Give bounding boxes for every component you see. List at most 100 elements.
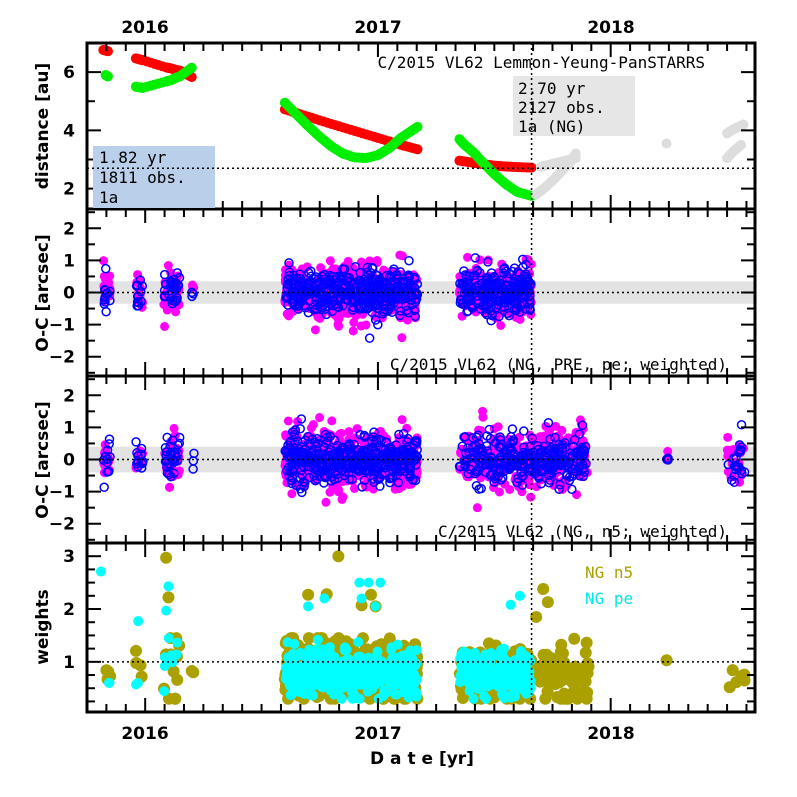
residual-point-open	[366, 436, 377, 446]
weight-point	[520, 685, 531, 696]
weight-point	[304, 682, 315, 693]
weight-point	[283, 652, 294, 663]
weight-point	[104, 677, 115, 688]
residual-point-open	[326, 476, 337, 486]
residual-point-open	[379, 307, 389, 317]
residual-point-open	[574, 429, 585, 439]
residual-point-open	[515, 276, 526, 286]
weight-point	[159, 652, 170, 663]
residual-point-filled	[663, 446, 673, 456]
weight-point	[364, 588, 377, 601]
residual-point-open	[395, 310, 405, 321]
weight-point	[368, 662, 379, 673]
residual-point-open	[320, 429, 331, 440]
weight-point	[161, 605, 172, 616]
residual-point-open	[455, 298, 466, 308]
weight-point	[302, 588, 315, 601]
residual-point-open	[459, 266, 469, 276]
residual-point-open	[560, 437, 570, 448]
weight-point	[541, 596, 554, 609]
residual-point-open	[491, 275, 501, 286]
residual-point-open	[518, 262, 528, 272]
residual-point-open	[367, 442, 378, 453]
residual-point-filled	[551, 421, 561, 431]
weight-point	[540, 648, 553, 661]
residual-point-open	[374, 277, 384, 288]
residual-point-open	[577, 420, 588, 431]
residual-point-open	[337, 442, 348, 453]
residual-point-open	[404, 271, 414, 282]
residual-point-open	[409, 305, 419, 316]
residual-point-open	[467, 301, 478, 312]
residual-point-open	[358, 464, 368, 475]
residual-point-open	[311, 287, 321, 297]
residual-point-open	[411, 435, 422, 446]
residual-point-open	[284, 471, 295, 482]
residual-point-open	[550, 432, 560, 443]
residual-point-open	[355, 276, 366, 286]
weight-point	[539, 692, 552, 705]
residual-point-open	[284, 466, 295, 477]
residual-point-open	[296, 414, 307, 424]
residual-point-open	[507, 266, 518, 277]
residual-point-open	[308, 455, 318, 466]
residual-point-open	[578, 460, 588, 470]
distance-point	[412, 121, 423, 132]
residual-point-filled	[170, 430, 180, 440]
weight-point	[455, 677, 466, 688]
residual-point-open	[483, 257, 493, 267]
residual-point-open	[517, 480, 528, 490]
residual-point-open	[364, 333, 375, 343]
weight-point	[160, 551, 173, 564]
residual-point-open	[290, 425, 301, 435]
weight-point	[516, 646, 527, 657]
residual-point-open	[291, 480, 301, 491]
residual-point-open	[525, 305, 535, 315]
residual-point-open	[365, 294, 376, 304]
residual-point-open	[567, 484, 577, 495]
residual-point-open	[350, 262, 361, 272]
residual-point-open	[394, 429, 404, 440]
residual-point-filled	[404, 479, 414, 489]
residual-point-filled	[327, 416, 337, 426]
residual-point-filled	[165, 482, 175, 492]
weight-point	[353, 637, 364, 648]
weight-point	[723, 681, 736, 694]
residual-point-open	[545, 434, 555, 444]
weight-point	[508, 657, 519, 668]
residual-point-open	[166, 293, 176, 304]
residual-point-open	[569, 469, 579, 479]
residual-point-open	[405, 465, 415, 476]
residual-point-filled	[284, 260, 294, 270]
weight-point	[286, 670, 297, 681]
weight-point	[542, 677, 555, 690]
weight-point	[100, 664, 113, 677]
residual-point-open	[283, 440, 293, 450]
residual-point-open	[336, 286, 346, 297]
weight-point	[350, 664, 361, 675]
residual-point-open	[544, 470, 554, 480]
residual-point-open	[100, 285, 110, 296]
residual-point-open	[412, 452, 423, 462]
residual-point-open	[455, 462, 465, 472]
residual-point-open	[357, 482, 367, 492]
residual-point-open	[285, 442, 295, 453]
weight-point	[498, 670, 509, 681]
residual-point-open	[358, 284, 369, 295]
residual-point-open	[172, 455, 183, 466]
residual-point-open	[137, 281, 148, 291]
residual-point-open	[369, 462, 380, 473]
residual-point-open	[359, 430, 370, 441]
residual-point-filled	[310, 325, 320, 335]
residual-point-open	[515, 307, 525, 317]
weight-point	[333, 683, 344, 694]
residual-point-open	[393, 447, 404, 457]
residual-point-open	[519, 442, 529, 453]
weight-point	[505, 599, 516, 610]
residual-point-open	[322, 436, 332, 446]
residual-point-filled	[348, 326, 358, 336]
residual-point-open	[497, 472, 508, 483]
residual-point-filled	[335, 429, 345, 439]
weight-point	[134, 659, 147, 672]
residual-point-filled	[496, 320, 506, 330]
